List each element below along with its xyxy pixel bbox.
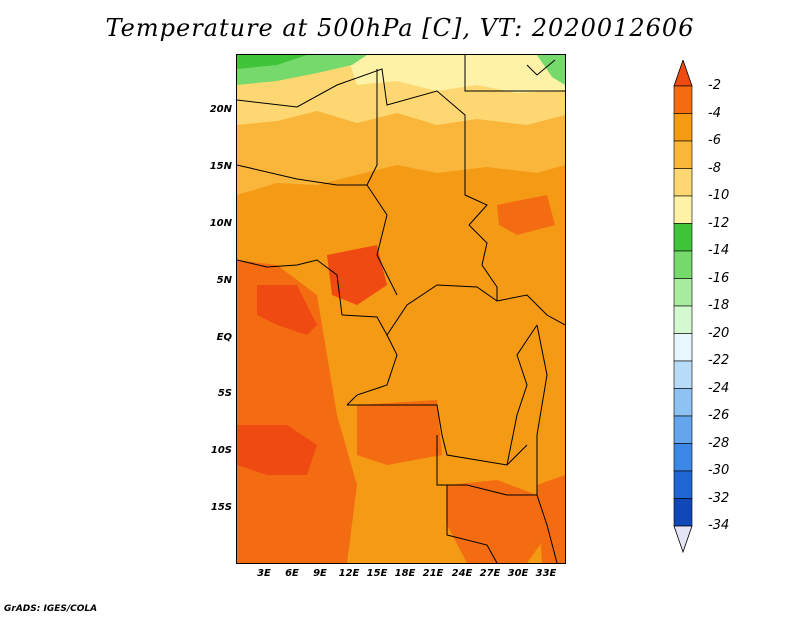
colorbar-swatch — [673, 250, 693, 279]
colorbar-tick-label: -18 — [708, 298, 730, 313]
colorbar-tick-label: -34 — [708, 518, 730, 533]
lat-label-15n: 15N — [209, 161, 232, 172]
colorbar-tick-label: -20 — [708, 325, 730, 341]
colorbar-tick-label: -4 — [708, 105, 721, 121]
map-title: Temperature at 500hPa [C], VT: 202001260… — [105, 14, 695, 42]
lon-label-21e: 21E — [422, 568, 444, 579]
lat-label-10s: 10S — [210, 445, 232, 456]
colorbar-swatch — [673, 388, 693, 417]
colorbar-swatch — [673, 195, 693, 224]
lon-label-18e: 18E — [394, 568, 416, 579]
colorbar — [673, 60, 693, 554]
region-darkorange-west — [237, 260, 357, 563]
country-borders — [237, 55, 565, 563]
colorbar-tick-label: -12 — [708, 215, 730, 231]
lat-label-10n: 10N — [209, 218, 232, 229]
region-darkorange-east — [537, 475, 565, 563]
region-red-west — [257, 285, 317, 335]
lon-label-3e: 3E — [257, 568, 271, 579]
region-darkorange-angola — [357, 400, 442, 465]
region-green-topright — [537, 55, 565, 85]
colorbar-swatch — [673, 140, 693, 169]
lat-label-5n: 5N — [216, 275, 232, 286]
colorbar-tick-label: -24 — [708, 380, 730, 396]
lat-label-eq: EQ — [216, 332, 232, 343]
colorbar-tick-label: -2 — [708, 78, 721, 93]
colorbar-top-arrow — [673, 60, 693, 87]
colorbar-swatch — [673, 443, 693, 472]
colorbar-swatch — [673, 305, 693, 334]
lon-label-15e: 15E — [366, 568, 388, 579]
colorbar-swatch — [673, 168, 693, 197]
region-red-southwest — [237, 425, 317, 475]
colorbar-tick-label: -26 — [708, 408, 730, 423]
colorbar-swatch — [673, 333, 693, 362]
colorbar-tick-label: -32 — [708, 490, 730, 506]
colorbar-swatch — [673, 498, 693, 527]
colorbar-swatch — [673, 85, 693, 114]
region-darkorange-central — [497, 195, 555, 235]
colorbar-tick-label: -6 — [708, 133, 721, 148]
map-fill-layer — [237, 55, 565, 563]
region-pale-yellow-north — [347, 55, 565, 93]
lat-label-20n: 20N — [209, 104, 232, 115]
lon-label-9e: 9E — [313, 568, 327, 579]
colorbar-tick-label: -28 — [708, 435, 730, 451]
colorbar-tick-label: -8 — [708, 160, 721, 176]
colorbar-bottom-arrow — [673, 525, 693, 554]
grads-credit: GrADS: IGES/COLA — [4, 604, 98, 614]
lon-label-33e: 33E — [535, 568, 557, 579]
colorbar-swatch — [673, 360, 693, 389]
lon-label-12e: 12E — [338, 568, 360, 579]
lon-label-30e: 30E — [507, 568, 529, 579]
colorbar-tick-label: -14 — [708, 243, 730, 258]
region-red-cameroon — [327, 245, 387, 305]
colorbar-tick-label: -10 — [708, 188, 730, 203]
lat-label-15s: 15S — [210, 502, 232, 513]
lon-label-24e: 24E — [451, 568, 473, 579]
region-darkorange-southeast — [447, 480, 547, 563]
region-darkgreen-topleft — [237, 55, 307, 69]
colorbar-tick-label: -22 — [708, 353, 730, 368]
colorbar-swatch — [673, 223, 693, 252]
colorbar-swatch — [673, 278, 693, 307]
temperature-map — [236, 54, 566, 564]
colorbar-swatch — [673, 415, 693, 444]
colorbar-swatch — [673, 470, 693, 499]
lon-label-27e: 27E — [479, 568, 501, 579]
lat-label-5s: 5S — [217, 388, 232, 399]
colorbar-tick-label: -16 — [708, 270, 730, 286]
colorbar-tick-label: -30 — [708, 463, 730, 478]
colorbar-swatch — [673, 113, 693, 142]
lon-label-6e: 6E — [285, 568, 299, 579]
